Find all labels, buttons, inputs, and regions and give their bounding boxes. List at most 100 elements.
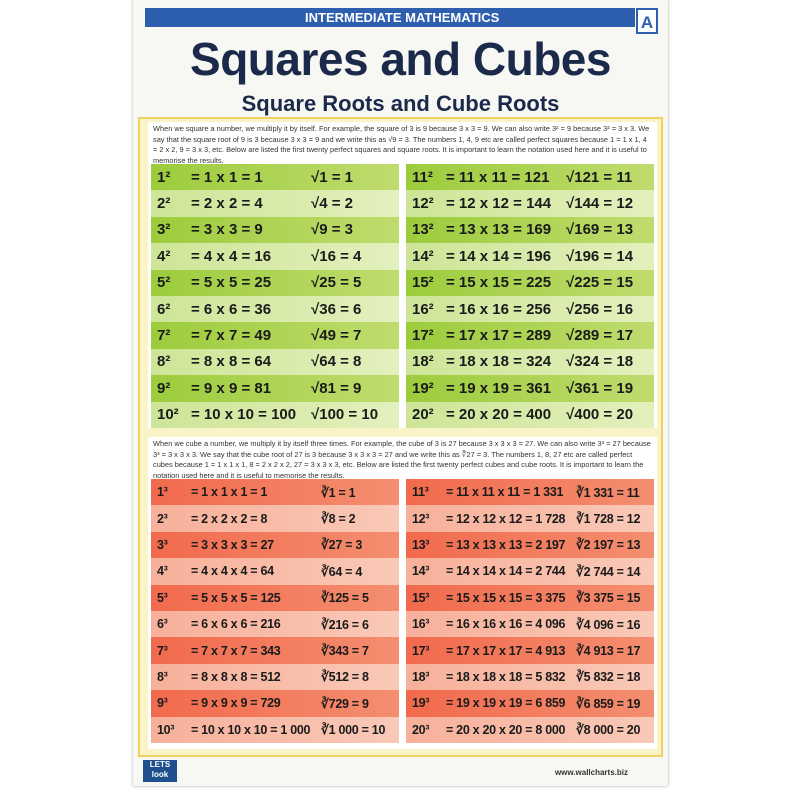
product: = 9 x 9 x 9 = 729	[191, 696, 281, 711]
logo-top: LETS	[149, 760, 171, 769]
product: = 14 x 14 x 14 = 2 744	[446, 564, 566, 579]
root: ∛27 = 3	[321, 538, 362, 553]
table-row: 7³ = 7 x 7 x 7 = 343 ∛343 = 7	[151, 637, 399, 664]
column: 11² = 11 x 11 = 121 √121 = 11 12² = 12 x 12 …	[406, 164, 654, 428]
power: 14³	[412, 564, 430, 579]
root: √25 = 5	[311, 274, 362, 292]
squares-table: 1² = 1 x 1 = 1 √1 = 1 2² = 2 x 2 = 4 √4 = 2 3²…	[148, 164, 657, 428]
cubes-section: When we cube a number, we multiply it by…	[148, 437, 657, 749]
table-row: 2³ = 2 x 2 x 2 = 8 ∛8 = 2	[151, 505, 399, 532]
power: 12³	[412, 511, 430, 526]
power: 8³	[157, 669, 168, 684]
table-row: 18³ = 18 x 18 x 18 = 5 832 ∛5 832 = 18	[406, 663, 654, 691]
table-row: 11³ = 11 x 11 x 11 = 1 331 ∛1 331 = 11	[406, 479, 654, 506]
root: ∛64 = 4	[321, 564, 362, 579]
table-row: 10³ = 10 x 10 x 10 = 1 000 ∛1 000 = 10	[151, 716, 399, 743]
power: 3³	[157, 537, 168, 552]
root: √289 = 17	[566, 327, 634, 345]
product: = 6 x 6 x 6 = 216	[191, 617, 281, 632]
root: √144 = 12	[566, 195, 634, 213]
power: 9³	[157, 696, 168, 711]
table-row: 15² = 15 x 15 = 225 √225 = 15	[406, 269, 654, 296]
product: = 11 x 11 x 11 = 1 331	[446, 485, 564, 500]
root: √196 = 14	[566, 247, 634, 265]
power: 4²	[157, 247, 171, 265]
power: 16³	[412, 617, 430, 632]
title: Squares and Cubes	[190, 33, 611, 85]
product: = 4 x 4 = 16	[191, 247, 272, 265]
power: 1³	[157, 485, 168, 500]
product: = 14 x 14 = 196	[446, 247, 552, 265]
power: 19³	[412, 696, 430, 711]
table-row: 10² = 10 x 10 = 100 √100 = 10	[151, 401, 399, 428]
table-row: 11² = 11 x 11 = 121 √121 = 11	[406, 164, 654, 191]
root: ∛8 = 2	[321, 512, 356, 527]
power: 19²	[412, 379, 434, 397]
column: 1² = 1 x 1 = 1 √1 = 1 2² = 2 x 2 = 4 √4 = 2 3²…	[151, 164, 399, 428]
power: 11²	[412, 168, 433, 186]
product: = 19 x 19 = 361	[446, 379, 552, 397]
table-row: 6³ = 6 x 6 x 6 = 216 ∛216 = 6	[151, 610, 399, 638]
product: = 3 x 3 = 9	[191, 221, 263, 239]
product: = 8 x 8 = 64	[191, 353, 272, 371]
root: √81 = 9	[311, 379, 362, 397]
product: = 18 x 18 = 324	[446, 353, 552, 371]
product: = 9 x 9 = 81	[191, 379, 272, 397]
power: 17³	[412, 643, 430, 658]
table-row: 3² = 3 x 3 = 9 √9 = 3	[151, 216, 399, 244]
root: √36 = 6	[311, 300, 362, 318]
table-row: 4² = 4 x 4 = 16 √16 = 4	[151, 243, 399, 270]
table-row: 6² = 6 x 6 = 36 √36 = 6	[151, 295, 399, 323]
table-row: 20³ = 20 x 20 x 20 = 8 000 ∛8 000 = 20	[406, 716, 654, 743]
root: √4 = 2	[311, 195, 354, 213]
squares-section: When we square a number, we multiply it …	[148, 122, 657, 428]
table-row: 2² = 2 x 2 = 4 √4 = 2	[151, 190, 399, 217]
root: ∛6 859 = 19	[576, 696, 641, 711]
root: √400 = 20	[566, 406, 634, 424]
product: = 13 x 13 x 13 = 2 197	[446, 537, 566, 552]
root: √100 = 10	[311, 406, 379, 424]
power: 1²	[157, 168, 171, 186]
power: 8²	[157, 353, 171, 371]
root: ∛729 = 9	[321, 696, 369, 711]
power: 13³	[412, 537, 430, 552]
intro: When we square a number, we multiply it …	[153, 124, 650, 164]
intro: When we cube a number, we multiply it by…	[153, 439, 651, 479]
power: 15²	[412, 274, 434, 292]
root: ∛343 = 7	[321, 644, 369, 659]
power: 18³	[412, 669, 430, 684]
product: = 3 x 3 x 3 = 27	[191, 537, 274, 552]
logo: LETS look	[143, 760, 177, 782]
power: 13²	[412, 221, 434, 239]
power: 5²	[157, 274, 171, 292]
product: = 20 x 20 = 400	[446, 406, 552, 424]
root: ∛125 = 5	[321, 591, 369, 606]
power: 17²	[412, 327, 434, 345]
power: 18²	[412, 353, 434, 371]
root: √121 = 11	[566, 168, 633, 186]
table-row: 16³ = 16 x 16 x 16 = 4 096 ∛4 096 = 16	[406, 610, 654, 638]
table-row: 5³ = 5 x 5 x 5 = 125 ∛125 = 5	[151, 584, 399, 611]
root: ∛4 913 = 17	[576, 644, 641, 659]
column: 1³ = 1 x 1 x 1 = 1 ∛1 = 1 2³ = 2 x 2 x 2 = 8…	[151, 479, 399, 743]
poster: INTERMEDIATE MATHEMATICS A Squares and C…	[133, 0, 668, 786]
table-row: 1² = 1 x 1 = 1 √1 = 1	[151, 164, 399, 191]
product: = 8 x 8 x 8 = 512	[191, 669, 281, 684]
power: 2²	[157, 195, 171, 213]
product: = 17 x 17 x 17 = 4 913	[446, 643, 566, 658]
product: = 10 x 10 = 100	[191, 406, 297, 424]
table-row: 4³ = 4 x 4 x 4 = 64 ∛64 = 4	[151, 558, 399, 585]
root: √1 = 1	[311, 168, 354, 186]
product: = 4 x 4 x 4 = 64	[191, 564, 274, 579]
product: = 19 x 19 x 19 = 6 859	[446, 696, 566, 711]
table-row: 19³ = 19 x 19 x 19 = 6 859 ∛6 859 = 19	[406, 690, 654, 717]
table-row: 12³ = 12 x 12 x 12 = 1 728 ∛1 728 = 12	[406, 505, 654, 532]
product: = 6 x 6 = 36	[191, 300, 272, 318]
table-row: 15³ = 15 x 15 x 15 = 3 375 ∛3 375 = 15	[406, 584, 654, 611]
root: ∛2 744 = 14	[576, 564, 641, 579]
product: = 2 x 2 = 4	[191, 195, 263, 213]
root: ∛3 375 = 15	[576, 591, 641, 606]
product: = 12 x 12 = 144	[446, 195, 552, 213]
table-row: 9³ = 9 x 9 x 9 = 729 ∛729 = 9	[151, 690, 399, 717]
